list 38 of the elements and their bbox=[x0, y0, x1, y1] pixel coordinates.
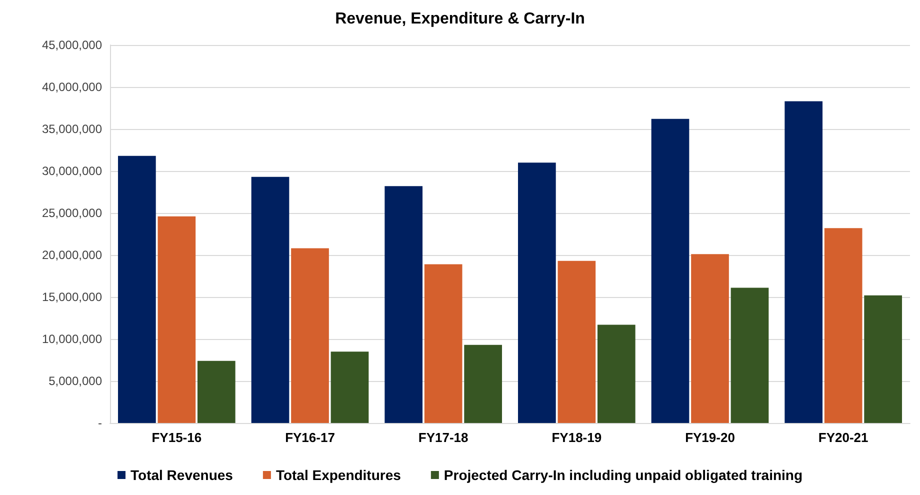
bar bbox=[824, 228, 862, 423]
x-tick-label: FY20-21 bbox=[818, 430, 868, 445]
bar bbox=[864, 295, 902, 423]
bar bbox=[784, 101, 823, 423]
y-tick-label: 40,000,000 bbox=[42, 80, 102, 94]
bar bbox=[730, 288, 769, 423]
bar bbox=[424, 264, 462, 423]
x-tick-label: FY17-18 bbox=[418, 430, 468, 445]
bar bbox=[597, 324, 636, 423]
y-tick-label: 20,000,000 bbox=[42, 248, 102, 262]
bar bbox=[251, 176, 290, 423]
bar bbox=[291, 248, 329, 423]
x-tick-label: FY16-17 bbox=[285, 430, 335, 445]
bar bbox=[464, 344, 502, 423]
bar bbox=[118, 156, 156, 423]
bar bbox=[691, 254, 729, 423]
y-tick-label: 35,000,000 bbox=[42, 122, 102, 136]
legend-label: Projected Carry-In including unpaid obligated training bbox=[444, 467, 803, 483]
y-tick-label: - bbox=[98, 416, 102, 430]
legend-label: Total Expenditures bbox=[276, 467, 402, 483]
bar bbox=[158, 216, 196, 423]
x-tick-label: FY15-16 bbox=[152, 430, 202, 445]
x-tick-label: FY19-20 bbox=[685, 430, 735, 445]
bar bbox=[651, 118, 690, 423]
bar bbox=[558, 260, 596, 423]
bar bbox=[518, 162, 556, 423]
y-tick-label: 10,000,000 bbox=[42, 332, 102, 346]
y-tick-label: 45,000,000 bbox=[42, 38, 102, 52]
y-tick-label: 25,000,000 bbox=[42, 206, 102, 220]
x-tick-label: FY18-19 bbox=[552, 430, 602, 445]
bar bbox=[384, 186, 423, 423]
legend-label: Total Revenues bbox=[130, 467, 234, 483]
chart-title: Revenue, Expenditure & Carry-In bbox=[335, 10, 585, 28]
y-tick-label: 5,000,000 bbox=[48, 374, 102, 388]
y-tick-label: 15,000,000 bbox=[42, 290, 102, 304]
bar bbox=[330, 352, 369, 423]
y-tick-label: 30,000,000 bbox=[42, 164, 102, 178]
bar bbox=[197, 360, 236, 423]
